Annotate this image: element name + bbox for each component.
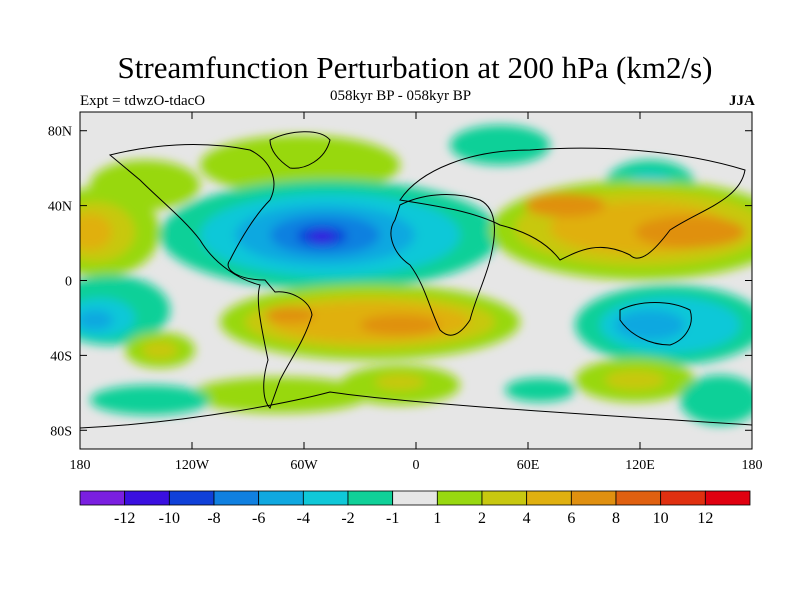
colorbar: -12 -10 -8 -6 -4 -2 -1 1 2 4 6 8 10 12 bbox=[79, 490, 751, 527]
lat-tick-label: 80S bbox=[50, 424, 72, 439]
colorbar-swatch bbox=[302, 490, 349, 506]
colorbar-swatch bbox=[168, 490, 215, 506]
plot-title: Streamfunction Perturbation at 200 hPa (… bbox=[117, 50, 713, 85]
colorbar-swatch bbox=[526, 490, 572, 506]
africa-coastline bbox=[390, 194, 495, 336]
colorbar-label: -8 bbox=[207, 510, 220, 527]
colorbar-label: -4 bbox=[297, 510, 310, 527]
colorbar-swatch bbox=[124, 490, 170, 506]
axis-ticks: 80N 40N 0 40S 80S 180 120W 60W 0 60E 120E 180 bbox=[48, 112, 763, 473]
lon-tick-label: 0 bbox=[413, 458, 420, 473]
colorbar-label: -12 bbox=[114, 510, 135, 527]
colorbar-swatch bbox=[704, 490, 751, 506]
colorbar-label: -2 bbox=[341, 510, 354, 527]
colorbar-label: -6 bbox=[252, 510, 265, 527]
lon-tick-label: 60E bbox=[517, 458, 540, 473]
greenland-coastline bbox=[269, 131, 331, 169]
eurasia-coastline bbox=[399, 147, 746, 261]
colorbar-swatch bbox=[481, 490, 528, 506]
lat-tick-label: 80N bbox=[48, 125, 72, 140]
colorbar-label: 6 bbox=[567, 510, 575, 527]
colorbar-label: 12 bbox=[697, 510, 713, 527]
colorbar-swatch bbox=[258, 490, 304, 506]
colorbar-label: 1 bbox=[433, 510, 441, 527]
coastlines bbox=[80, 131, 752, 429]
colorbar-swatch bbox=[213, 490, 260, 506]
colorbar-swatch bbox=[570, 490, 617, 506]
americas-coastline bbox=[108, 144, 313, 409]
colorbar-label: 10 bbox=[653, 510, 669, 527]
colorbar-swatch bbox=[436, 490, 483, 506]
australia-coastline bbox=[619, 302, 692, 346]
lon-tick-label: 180 bbox=[70, 458, 91, 473]
lat-tick-label: 40N bbox=[48, 200, 72, 215]
lon-tick-label: 120E bbox=[625, 458, 655, 473]
colorbar-swatch bbox=[347, 490, 394, 506]
colorbar-swatch bbox=[615, 490, 662, 506]
colorbar-label: 8 bbox=[612, 510, 620, 527]
lon-tick-label: 120W bbox=[175, 458, 210, 473]
colorbar-swatch bbox=[660, 490, 706, 506]
colorbar-label: -10 bbox=[159, 510, 180, 527]
season-label: JJA bbox=[729, 93, 755, 109]
period-label: 058kyr BP - 058kyr BP bbox=[330, 88, 472, 104]
colorbar-label: 4 bbox=[523, 510, 531, 527]
antarctica-coastline bbox=[80, 391, 752, 429]
colorbar-label: 2 bbox=[478, 510, 486, 527]
experiment-label: Expt = tdwzO-tdacO bbox=[80, 93, 206, 109]
lat-tick-label: 0 bbox=[65, 275, 72, 290]
lon-tick-label: 60W bbox=[290, 458, 318, 473]
colorbar-swatch bbox=[79, 490, 126, 506]
colorbar-label: -1 bbox=[386, 510, 399, 527]
lat-tick-label: 40S bbox=[50, 349, 72, 364]
lon-tick-label: 180 bbox=[742, 458, 763, 473]
colorbar-swatch bbox=[392, 490, 438, 506]
